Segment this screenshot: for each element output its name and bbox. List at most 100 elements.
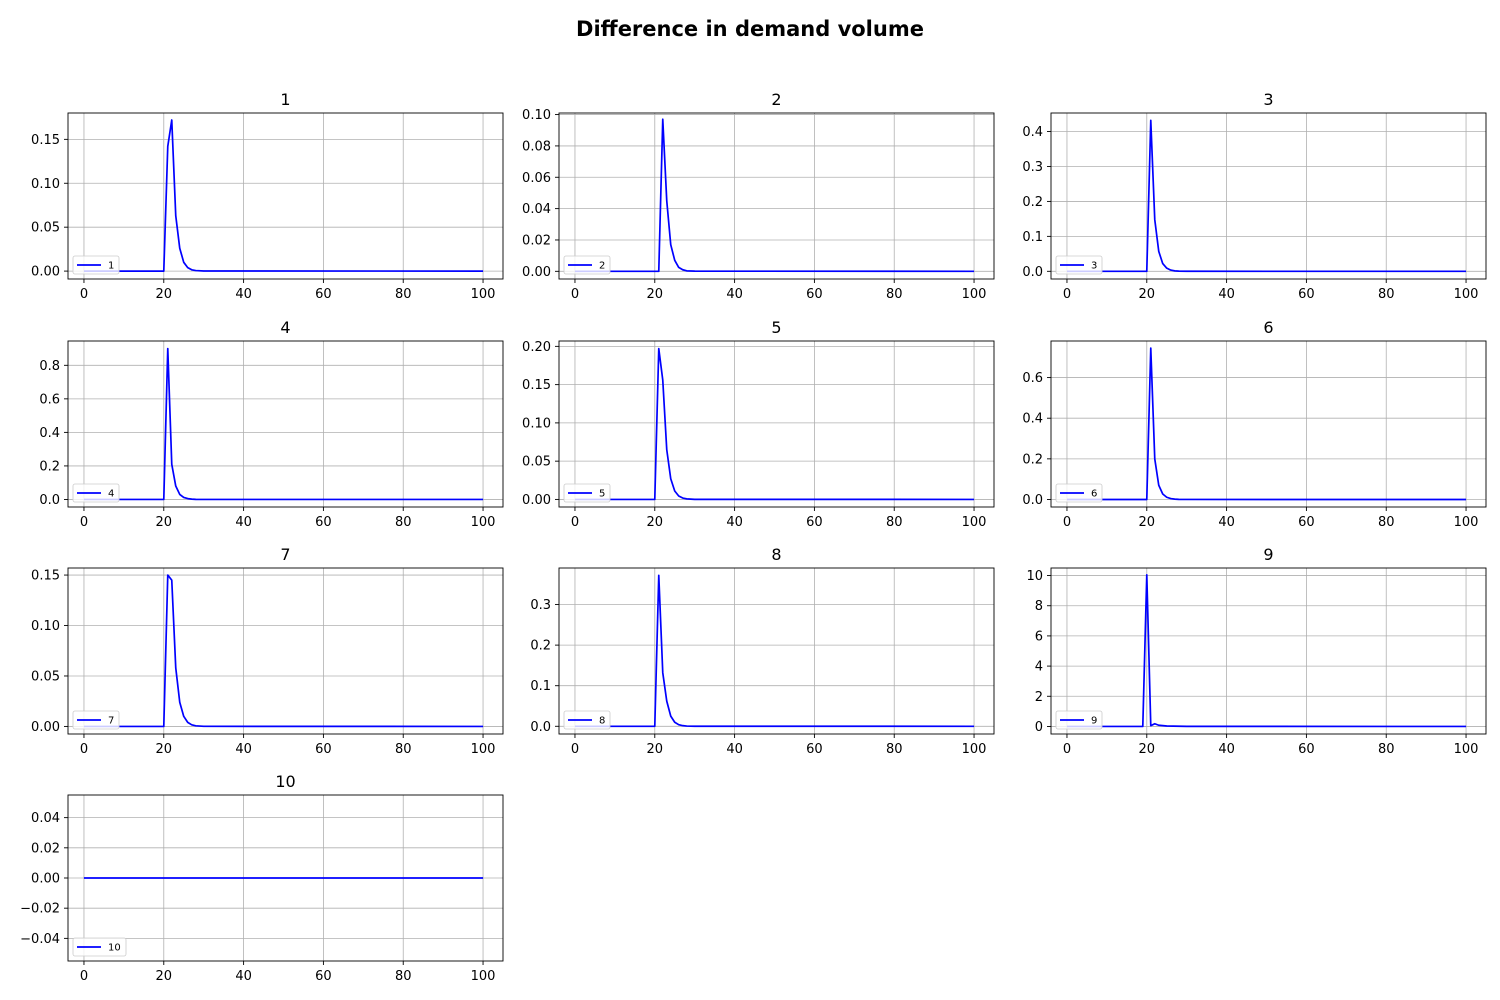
- x-tick-label: 40: [1218, 515, 1235, 530]
- y-tick-label: 0: [1035, 720, 1043, 735]
- x-tick-label: 60: [1298, 287, 1315, 302]
- x-tick-label: 100: [962, 515, 987, 530]
- y-tick-label: 0.05: [31, 221, 60, 236]
- plot-frame: [67, 567, 504, 735]
- x-tick-label: 80: [886, 515, 903, 530]
- legend-label: 7: [108, 716, 114, 727]
- x-tick-label: 40: [235, 287, 252, 302]
- y-tick-label: 0.0: [530, 720, 551, 735]
- y-tick-label: 0.10: [31, 619, 60, 634]
- x-tick-label: 0: [80, 969, 88, 984]
- x-tick-label: 60: [315, 515, 332, 530]
- y-tick-label: 0.0: [39, 493, 60, 508]
- subplot-title: 9: [1263, 545, 1273, 564]
- y-tick-label: 0.15: [522, 378, 551, 393]
- y-tick-label: 0.0: [1022, 493, 1043, 508]
- series-line-2: [574, 118, 975, 273]
- x-tick-label: 40: [1218, 287, 1235, 302]
- y-tick-label: 0.8: [39, 359, 60, 374]
- x-tick-label: 60: [1298, 515, 1315, 530]
- y-tick-label: 10: [1026, 569, 1043, 584]
- x-tick-label: 40: [1218, 742, 1235, 757]
- y-tick-label: 0.00: [522, 493, 551, 508]
- y-tick-label: 0.05: [522, 455, 551, 470]
- x-tick-label: 60: [806, 742, 823, 757]
- y-tick-label: 0.15: [31, 133, 60, 148]
- x-tick-label: 100: [471, 515, 496, 530]
- legend: 5: [563, 483, 611, 503]
- subplot-4: 0 20 40 60 80 100 0.0 0.2 0.4 0.6 0.8 4 4: [39, 318, 504, 530]
- legend-label: 1: [108, 261, 114, 272]
- y-tick-label: 0.1: [1022, 230, 1043, 245]
- y-tick-label: 0.02: [31, 841, 60, 856]
- y-tick-label: 0.00: [522, 265, 551, 280]
- y-tick-label: 0.2: [1022, 452, 1043, 467]
- legend: 7: [72, 710, 120, 730]
- y-tick-label: 0.3: [1022, 160, 1043, 175]
- y-tick-label: 0.3: [530, 598, 551, 613]
- legend-label: 5: [599, 489, 605, 500]
- x-tick-label: 40: [726, 742, 743, 757]
- y-tick-label: 4: [1035, 660, 1043, 675]
- y-tick-label: 0.02: [522, 233, 551, 248]
- legend: 1: [72, 255, 120, 275]
- x-tick-label: 20: [1139, 742, 1156, 757]
- x-tick-label: 60: [806, 287, 823, 302]
- y-tick-label: 0.10: [31, 177, 60, 192]
- x-tick-label: 20: [1139, 515, 1156, 530]
- subplot-9: 0 20 40 60 80 100 0 2 4 6 8 10 9 9: [1026, 545, 1487, 757]
- x-tick-label: 80: [886, 287, 903, 302]
- y-tick-label: 0.0: [1022, 265, 1043, 280]
- x-tick-label: 100: [471, 742, 496, 757]
- y-tick-label: 0.2: [1022, 195, 1043, 210]
- subplot-1: 0 20 40 60 80 100 0.00 0.05 0.10 0.15 1 1: [31, 90, 504, 302]
- subplot-7: 0 20 40 60 80 100 0.00 0.05 0.10 0.15 7 7: [31, 545, 504, 757]
- legend-label: 10: [108, 943, 121, 954]
- subplot-2: 0 20 40 60 80 100 0.00 0.02 0.04 0.06 0.08 0.10 2 2: [522, 90, 995, 302]
- legend-label: 2: [599, 261, 605, 272]
- x-tick-label: 0: [1063, 287, 1071, 302]
- x-tick-label: 20: [156, 515, 173, 530]
- x-tick-label: 80: [886, 742, 903, 757]
- subplot-title: 8: [771, 545, 781, 564]
- x-tick-label: 60: [806, 515, 823, 530]
- subplot-title: 10: [275, 772, 295, 791]
- y-tick-label: 0.00: [31, 872, 60, 887]
- x-tick-label: 80: [395, 742, 412, 757]
- subplot-3: 0 20 40 60 80 100 0.0 0.1 0.2 0.3 0.4 3 3: [1022, 90, 1487, 302]
- x-tick-label: 40: [235, 969, 252, 984]
- x-tick-label: 20: [156, 969, 173, 984]
- x-tick-label: 40: [235, 742, 252, 757]
- y-tick-label: 0.2: [39, 459, 60, 474]
- series-line-7: [83, 574, 484, 728]
- y-tick-label: 0.04: [522, 202, 551, 217]
- plot-frame: [558, 567, 995, 735]
- x-tick-label: 80: [1378, 515, 1395, 530]
- x-tick-label: 100: [471, 969, 496, 984]
- y-tick-label: 0.4: [39, 426, 60, 441]
- x-tick-label: 100: [962, 742, 987, 757]
- subplot-title: 1: [280, 90, 290, 109]
- y-tick-label: 0.08: [522, 139, 551, 154]
- y-tick-label: 6: [1035, 629, 1043, 644]
- y-tick-label: 0.4: [1022, 125, 1043, 140]
- x-tick-label: 60: [1298, 742, 1315, 757]
- x-tick-label: 0: [80, 515, 88, 530]
- legend: 4: [72, 483, 120, 503]
- y-tick-label: 0.2: [530, 639, 551, 654]
- x-tick-label: 80: [395, 515, 412, 530]
- series-line-3: [1066, 119, 1467, 273]
- x-tick-label: 100: [962, 287, 987, 302]
- x-tick-label: 20: [156, 742, 173, 757]
- y-tick-label: 0.00: [31, 265, 60, 280]
- x-tick-label: 60: [315, 969, 332, 984]
- x-tick-label: 0: [80, 287, 88, 302]
- x-tick-label: 40: [726, 515, 743, 530]
- x-tick-label: 40: [726, 287, 743, 302]
- legend-label: 9: [1091, 716, 1097, 727]
- subplot-title: 5: [771, 318, 781, 337]
- plot-frame: [558, 340, 995, 508]
- y-tick-label: 0.05: [31, 669, 60, 684]
- x-tick-label: 0: [80, 742, 88, 757]
